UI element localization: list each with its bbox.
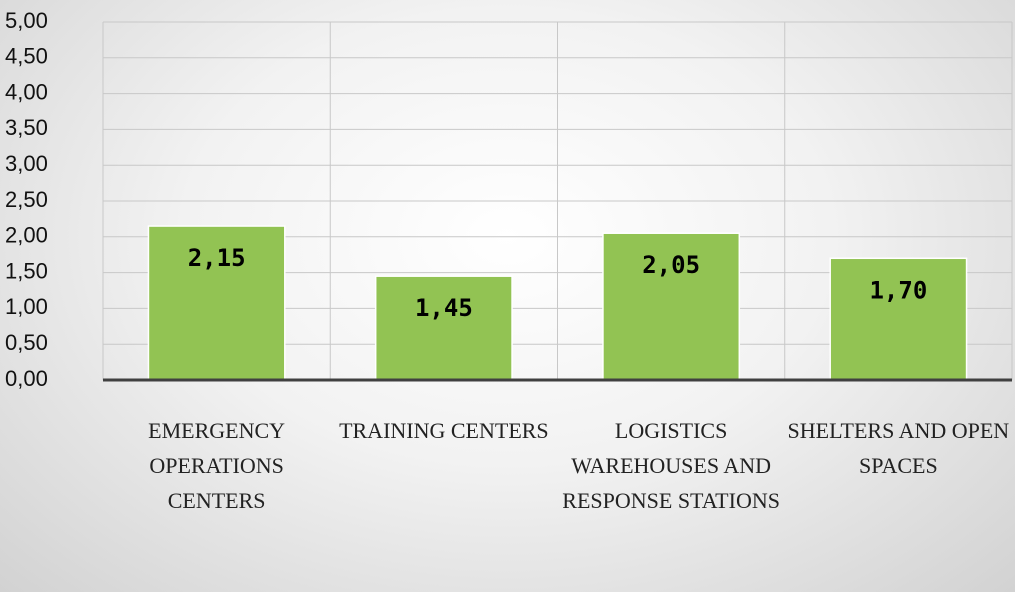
bar (602, 232, 741, 381)
value-label: 1,70 (869, 276, 927, 304)
y-tick-label: 5,00 (5, 8, 48, 33)
y-tick-label: 1,50 (5, 258, 48, 283)
x-tick-label: SHELTERS AND OPEN SPACES (787, 418, 1010, 478)
x-tick-label: EMERGENCY OPERATIONS CENTERS (148, 418, 286, 513)
y-tick-label: 1,00 (5, 294, 48, 319)
value-label: 1,45 (415, 294, 473, 322)
y-tick-label: 4,00 (5, 79, 48, 104)
x-tick-label: TRAINING CENTERS (339, 418, 549, 443)
y-tick-label: 4,50 (5, 44, 48, 69)
value-label: 2,15 (188, 244, 246, 272)
y-tick-label: 2,00 (5, 223, 48, 248)
value-label: 2,05 (642, 251, 700, 279)
y-tick-label: 3,00 (5, 151, 48, 176)
y-tick-label: 3,50 (5, 115, 48, 140)
y-tick-label: 2,50 (5, 187, 48, 212)
y-tick-label: 0,50 (5, 330, 48, 355)
x-tick-label: LOGISTICS WAREHOUSES AND RESPONSE STATIO… (562, 418, 780, 513)
y-tick-label: 0,00 (5, 366, 48, 391)
bar (829, 257, 968, 381)
bar (147, 225, 286, 381)
bar (374, 275, 513, 381)
